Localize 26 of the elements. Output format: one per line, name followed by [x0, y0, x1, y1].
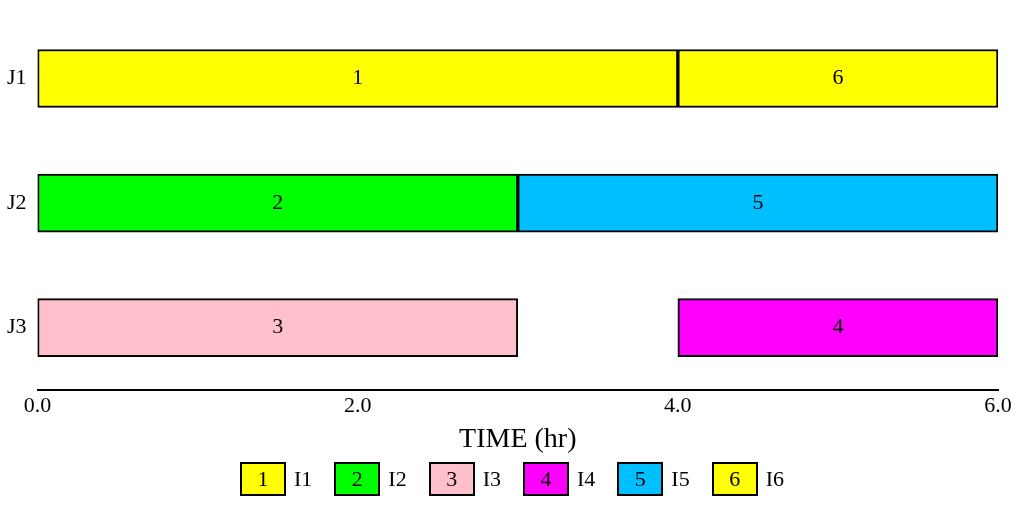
text: 3: [446, 466, 458, 491]
y-tick-label: J3: [7, 313, 27, 339]
text: 6: [729, 466, 741, 491]
x-tick-label: 4.0: [664, 391, 692, 417]
annotation: 2: [272, 188, 284, 214]
x-tick-label: 6.0: [984, 391, 1012, 417]
y-tick-label: J1: [7, 64, 27, 90]
legend-label: I6: [765, 466, 784, 492]
text: 5: [634, 466, 646, 491]
x-axis-title: TIME (hr): [459, 421, 577, 453]
annotation: 1: [352, 64, 364, 90]
legend-label: I3: [482, 466, 501, 492]
legend-label: I4: [577, 466, 596, 492]
annotation: 6: [832, 64, 844, 90]
y-tick-label: J2: [7, 188, 27, 214]
annotation: 5: [752, 188, 764, 214]
text: 4: [540, 466, 552, 491]
legend-label: I5: [671, 466, 690, 492]
annotation: 4: [832, 313, 844, 339]
legend-label: I2: [388, 466, 407, 492]
legend-label: I1: [294, 466, 313, 492]
text: 1: [257, 466, 269, 491]
x-tick-label: 0.0: [23, 391, 52, 417]
annotation: 3: [272, 313, 284, 339]
x-tick-label: 2.0: [343, 391, 372, 417]
text: 2: [351, 466, 363, 491]
